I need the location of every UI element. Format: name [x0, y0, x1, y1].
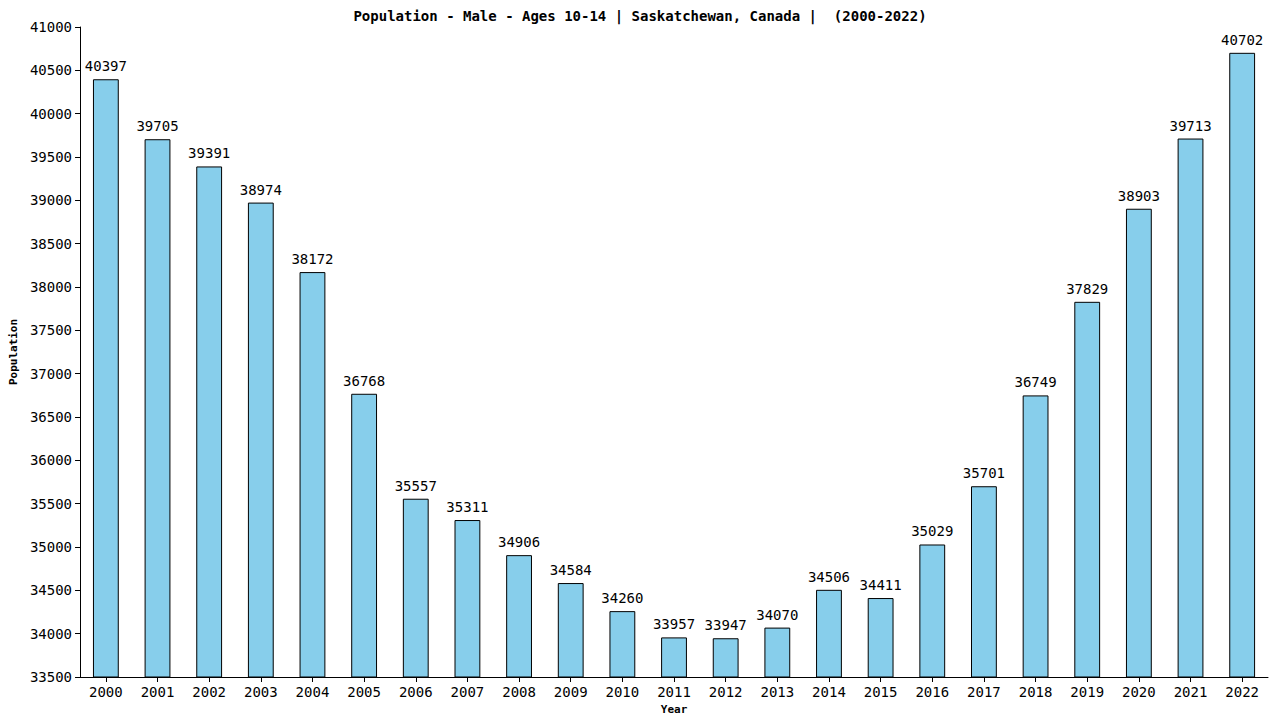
svg-text:40397: 40397 [85, 58, 127, 74]
svg-text:34906: 34906 [498, 534, 540, 550]
svg-text:38172: 38172 [291, 251, 333, 267]
svg-text:35000: 35000 [30, 539, 72, 555]
svg-text:37500: 37500 [30, 322, 72, 338]
svg-text:40500: 40500 [30, 62, 72, 78]
svg-text:36749: 36749 [1014, 374, 1056, 390]
svg-text:2019: 2019 [1070, 684, 1104, 700]
svg-text:2001: 2001 [141, 684, 175, 700]
svg-text:2003: 2003 [244, 684, 278, 700]
svg-text:2011: 2011 [657, 684, 691, 700]
svg-text:38903: 38903 [1118, 188, 1160, 204]
svg-text:2022: 2022 [1225, 684, 1259, 700]
svg-text:37829: 37829 [1066, 281, 1108, 297]
svg-text:Year: Year [661, 703, 688, 716]
svg-text:41000: 41000 [30, 19, 72, 35]
svg-text:39500: 39500 [30, 149, 72, 165]
svg-text:35311: 35311 [446, 499, 488, 515]
svg-text:33500: 33500 [30, 669, 72, 685]
svg-text:38974: 38974 [240, 182, 282, 198]
svg-text:34260: 34260 [601, 590, 643, 606]
svg-text:Population - Male - Ages 10-14: Population - Male - Ages 10-14 | Saskatc… [353, 8, 926, 25]
svg-text:2007: 2007 [451, 684, 485, 700]
svg-text:34500: 34500 [30, 582, 72, 598]
svg-text:37000: 37000 [30, 366, 72, 382]
svg-text:40702: 40702 [1221, 32, 1263, 48]
svg-text:39000: 39000 [30, 192, 72, 208]
svg-text:34584: 34584 [550, 562, 592, 578]
svg-text:39391: 39391 [188, 145, 230, 161]
svg-text:2008: 2008 [502, 684, 536, 700]
svg-text:36500: 36500 [30, 409, 72, 425]
svg-text:34000: 34000 [30, 626, 72, 642]
svg-text:2017: 2017 [967, 684, 1001, 700]
svg-text:36768: 36768 [343, 373, 385, 389]
svg-text:35557: 35557 [395, 478, 437, 494]
svg-text:2009: 2009 [554, 684, 588, 700]
svg-text:33947: 33947 [705, 617, 747, 633]
svg-text:33957: 33957 [653, 616, 695, 632]
svg-text:34411: 34411 [860, 577, 902, 593]
svg-text:35500: 35500 [30, 496, 72, 512]
svg-text:2000: 2000 [89, 684, 123, 700]
svg-text:2006: 2006 [399, 684, 433, 700]
svg-text:34070: 34070 [756, 607, 798, 623]
svg-text:39705: 39705 [136, 118, 178, 134]
svg-text:35701: 35701 [963, 465, 1005, 481]
svg-text:2015: 2015 [864, 684, 898, 700]
svg-text:40000: 40000 [30, 106, 72, 122]
svg-text:38000: 38000 [30, 279, 72, 295]
svg-text:36000: 36000 [30, 452, 72, 468]
svg-text:2021: 2021 [1174, 684, 1208, 700]
svg-text:2014: 2014 [812, 684, 846, 700]
svg-text:2016: 2016 [915, 684, 949, 700]
svg-text:2012: 2012 [709, 684, 743, 700]
svg-text:2004: 2004 [296, 684, 330, 700]
svg-text:2010: 2010 [606, 684, 640, 700]
svg-text:2013: 2013 [760, 684, 794, 700]
svg-text:2018: 2018 [1019, 684, 1053, 700]
svg-text:2020: 2020 [1122, 684, 1156, 700]
svg-text:38500: 38500 [30, 236, 72, 252]
svg-text:2005: 2005 [347, 684, 381, 700]
svg-text:39713: 39713 [1169, 118, 1211, 134]
svg-text:2002: 2002 [192, 684, 226, 700]
svg-text:Population: Population [7, 319, 20, 385]
svg-text:35029: 35029 [911, 523, 953, 539]
svg-text:34506: 34506 [808, 569, 850, 585]
